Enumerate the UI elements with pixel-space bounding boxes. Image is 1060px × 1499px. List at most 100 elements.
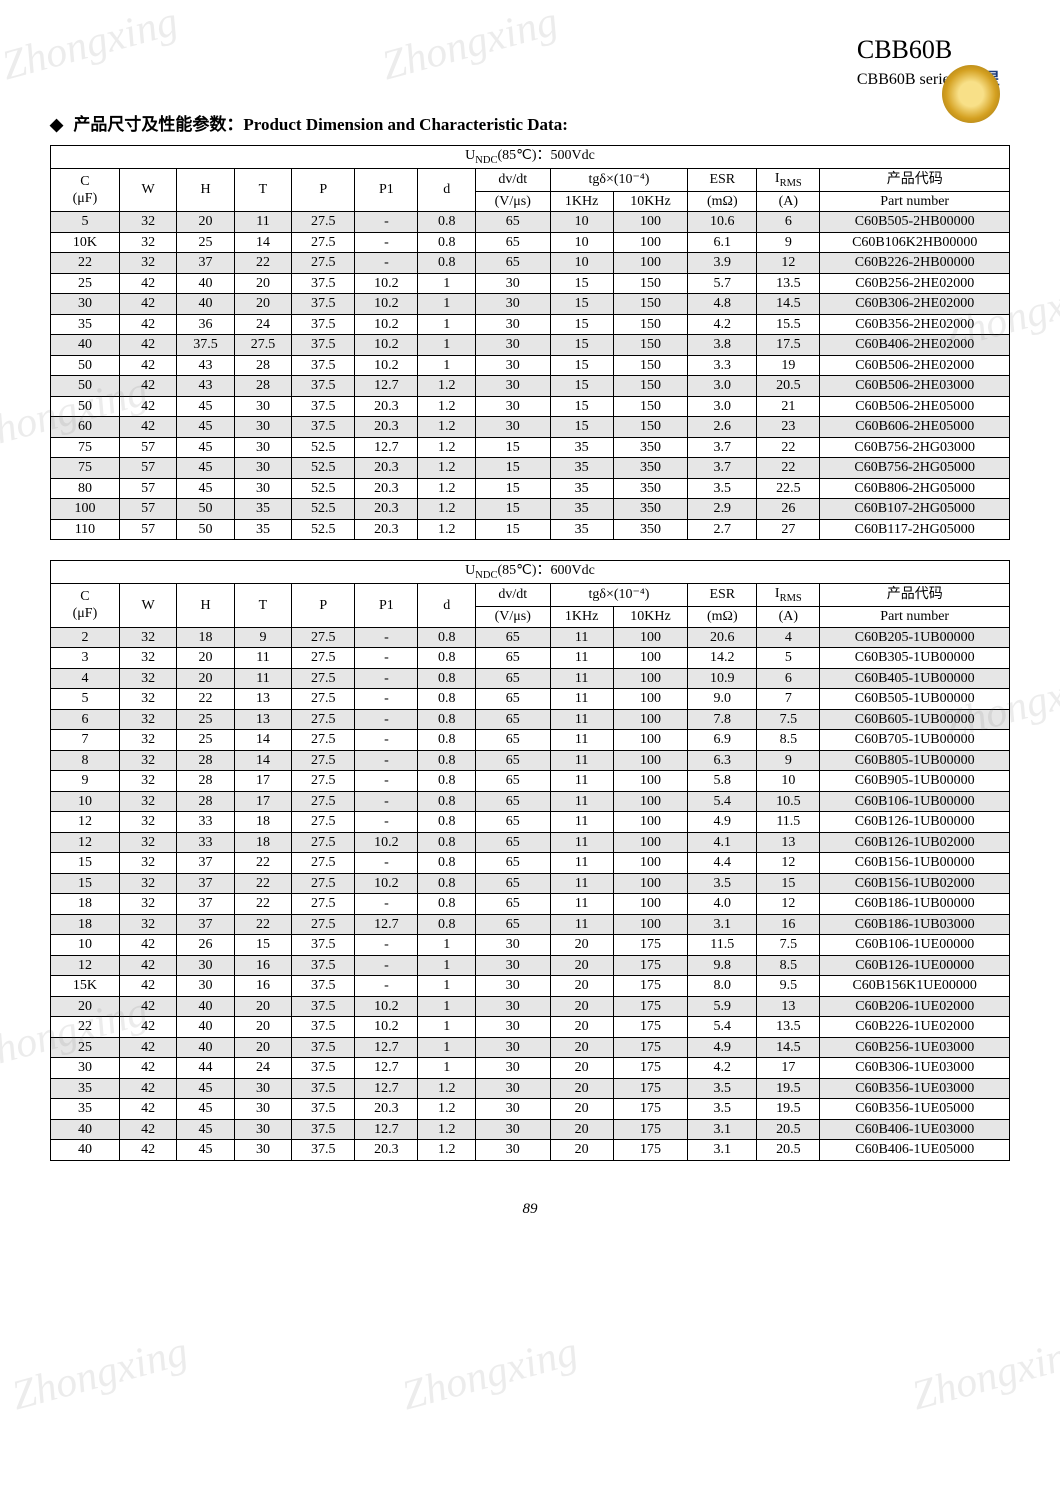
cell-w: 42 bbox=[119, 376, 176, 397]
cell-t: 30 bbox=[234, 458, 291, 479]
cell-dvdt: 65 bbox=[475, 689, 550, 710]
cell-tg1: 35 bbox=[550, 437, 613, 458]
cell-esr: 3.5 bbox=[688, 478, 757, 499]
data-table-1: UNDC(85℃)：600VdcC(μF)WHTPP1ddv/dttgδ×(10… bbox=[50, 560, 1010, 1160]
cell-p: 27.5 bbox=[292, 853, 355, 874]
cell-c: 30 bbox=[51, 294, 120, 315]
cell-irms: 19 bbox=[757, 355, 820, 376]
cell-tg1: 11 bbox=[550, 668, 613, 689]
cell-esr: 3.5 bbox=[688, 1099, 757, 1120]
cell-tg1: 20 bbox=[550, 1078, 613, 1099]
cell-dvdt: 65 bbox=[475, 232, 550, 253]
cell-t: 22 bbox=[234, 853, 291, 874]
cell-tg2: 100 bbox=[613, 771, 688, 792]
table-row: 3542453037.512.71.230201753.519.5C60B356… bbox=[51, 1078, 1010, 1099]
cell-irms: 13.5 bbox=[757, 273, 820, 294]
cell-dvdt: 65 bbox=[475, 212, 550, 233]
cell-h: 44 bbox=[177, 1058, 234, 1079]
cell-p1: - bbox=[355, 668, 418, 689]
table-row: 332201127.5-0.8651110014.25C60B305-1UB00… bbox=[51, 648, 1010, 669]
cell-w: 57 bbox=[119, 519, 176, 540]
cell-h: 25 bbox=[177, 232, 234, 253]
cell-h: 25 bbox=[177, 709, 234, 730]
cell-dvdt: 15 bbox=[475, 519, 550, 540]
cell-irms: 4 bbox=[757, 627, 820, 648]
table-row: 2242402037.510.2130201755.413.5C60B226-1… bbox=[51, 1017, 1010, 1038]
cell-t: 11 bbox=[234, 212, 291, 233]
cell-tg1: 11 bbox=[550, 832, 613, 853]
cell-t: 18 bbox=[234, 832, 291, 853]
cell-t: 30 bbox=[234, 417, 291, 438]
voltage-header: UNDC(85℃)：500Vdc bbox=[51, 146, 1010, 169]
cell-w: 42 bbox=[119, 314, 176, 335]
cell-h: 22 bbox=[177, 689, 234, 710]
cell-w: 57 bbox=[119, 437, 176, 458]
cell-part: C60B126-1UB00000 bbox=[820, 812, 1010, 833]
watermark: Zhongxing bbox=[397, 1328, 583, 1421]
cell-part: C60B186-1UB03000 bbox=[820, 914, 1010, 935]
cell-w: 32 bbox=[119, 730, 176, 751]
cell-p1: 10.2 bbox=[355, 832, 418, 853]
cell-dvdt: 65 bbox=[475, 873, 550, 894]
cell-dvdt: 30 bbox=[475, 376, 550, 397]
cell-c: 10 bbox=[51, 791, 120, 812]
cell-d: 1 bbox=[418, 355, 475, 376]
col-t: T bbox=[234, 168, 291, 211]
cell-w: 32 bbox=[119, 253, 176, 274]
cell-irms: 8.5 bbox=[757, 955, 820, 976]
cell-t: 15 bbox=[234, 935, 291, 956]
cell-esr: 3.0 bbox=[688, 396, 757, 417]
cell-part: C60B806-2HG05000 bbox=[820, 478, 1010, 499]
cell-p: 37.5 bbox=[292, 314, 355, 335]
cell-p1: 20.3 bbox=[355, 499, 418, 520]
cell-dvdt: 30 bbox=[475, 396, 550, 417]
cell-t: 30 bbox=[234, 478, 291, 499]
cell-d: 1.2 bbox=[418, 1119, 475, 1140]
cell-irms: 23 bbox=[757, 417, 820, 438]
cell-p1: - bbox=[355, 253, 418, 274]
cell-t: 28 bbox=[234, 355, 291, 376]
cell-tg2: 100 bbox=[613, 232, 688, 253]
cell-c: 30 bbox=[51, 1058, 120, 1079]
col-d: d bbox=[418, 584, 475, 627]
cell-part: C60B306-1UE03000 bbox=[820, 1058, 1010, 1079]
table-row: 1532372227.5-0.865111004.412C60B156-1UB0… bbox=[51, 853, 1010, 874]
cell-h: 26 bbox=[177, 935, 234, 956]
cell-c: 60 bbox=[51, 417, 120, 438]
cell-part: C60B405-1UB00000 bbox=[820, 668, 1010, 689]
cell-h: 33 bbox=[177, 832, 234, 853]
cell-tg2: 175 bbox=[613, 1140, 688, 1161]
cell-w: 42 bbox=[119, 335, 176, 356]
cell-p1: 12.7 bbox=[355, 1119, 418, 1140]
cell-p1: 20.3 bbox=[355, 1140, 418, 1161]
cell-p1: - bbox=[355, 750, 418, 771]
col-irms: IRMS bbox=[757, 168, 820, 191]
page-number: 89 bbox=[50, 1201, 1010, 1218]
cell-dvdt: 30 bbox=[475, 1017, 550, 1038]
cell-part: C60B905-1UB00000 bbox=[820, 771, 1010, 792]
header-right: CBB60B CBB60B series 中 星 bbox=[857, 35, 1000, 89]
cell-h: 25 bbox=[177, 730, 234, 751]
cell-h: 28 bbox=[177, 750, 234, 771]
cell-part: C60B506-2HE02000 bbox=[820, 355, 1010, 376]
cell-esr: 20.6 bbox=[688, 627, 757, 648]
cell-tg1: 20 bbox=[550, 976, 613, 997]
cell-h: 43 bbox=[177, 376, 234, 397]
cell-dvdt: 15 bbox=[475, 458, 550, 479]
cell-p1: - bbox=[355, 627, 418, 648]
cell-part: C60B605-1UB00000 bbox=[820, 709, 1010, 730]
cell-t: 27.5 bbox=[234, 335, 291, 356]
cell-tg1: 11 bbox=[550, 894, 613, 915]
cell-h: 45 bbox=[177, 478, 234, 499]
cell-d: 0.8 bbox=[418, 232, 475, 253]
col-d: d bbox=[418, 168, 475, 211]
cell-w: 32 bbox=[119, 873, 176, 894]
table-row: 4042453037.512.71.230201753.120.5C60B406… bbox=[51, 1119, 1010, 1140]
cell-d: 0.8 bbox=[418, 750, 475, 771]
cell-c: 15K bbox=[51, 976, 120, 997]
cell-d: 1 bbox=[418, 273, 475, 294]
cell-w: 32 bbox=[119, 853, 176, 874]
col-p1: P1 bbox=[355, 168, 418, 211]
cell-irms: 9.5 bbox=[757, 976, 820, 997]
cell-p1: 20.3 bbox=[355, 417, 418, 438]
